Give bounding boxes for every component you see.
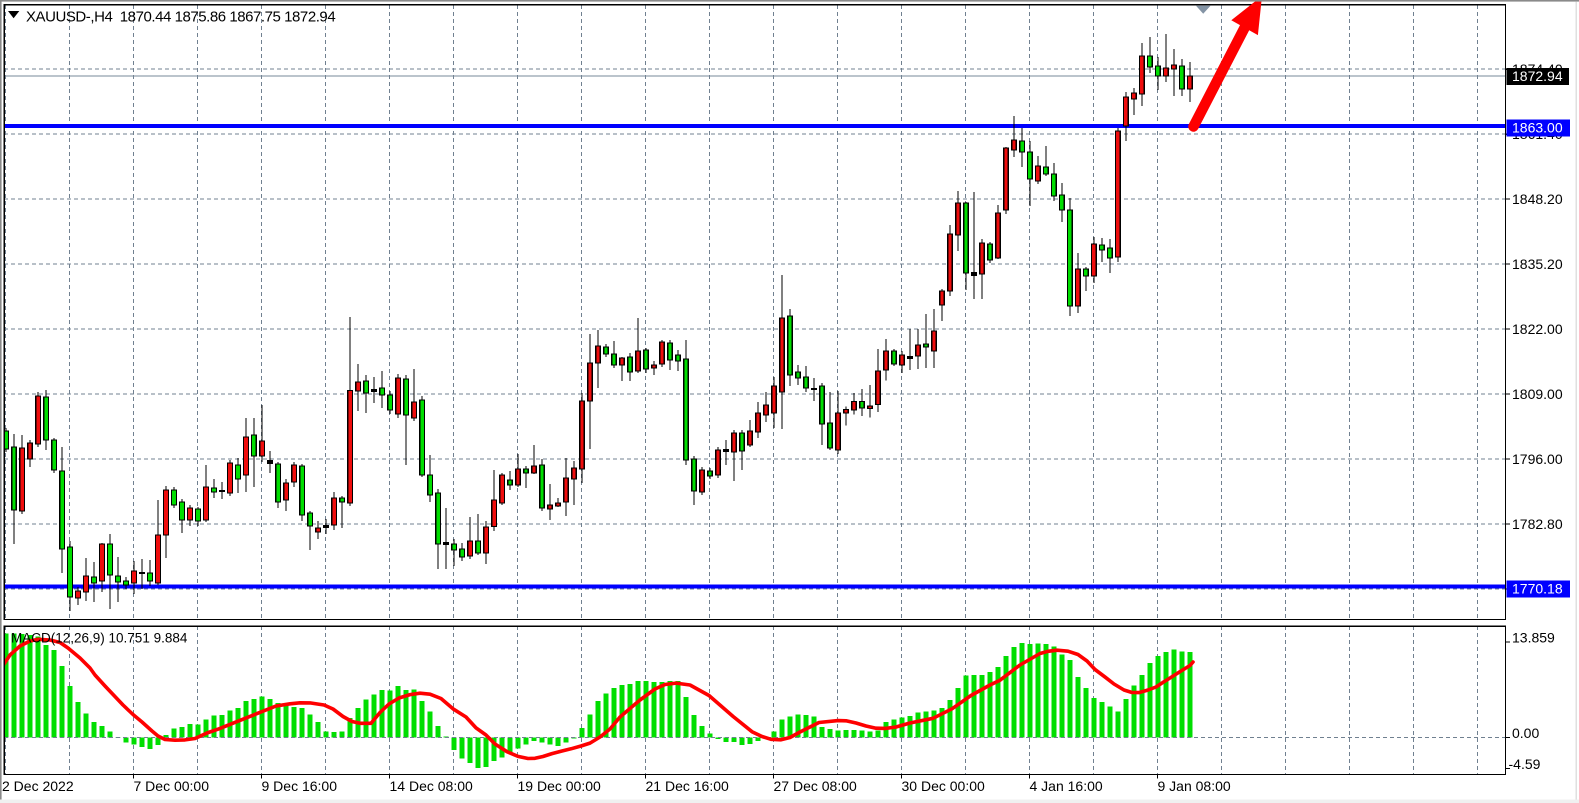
svg-text:2 Dec 2022: 2 Dec 2022 [2,778,74,794]
svg-text:MACD(12,26,9) 10.751 9.884: MACD(12,26,9) 10.751 9.884 [11,631,188,646]
svg-text:1872.94: 1872.94 [1512,68,1563,84]
svg-text:1782.80: 1782.80 [1512,516,1563,532]
svg-text:1848.20: 1848.20 [1512,191,1563,207]
svg-text:1796.00: 1796.00 [1512,451,1563,467]
svg-text:1770.18: 1770.18 [1512,581,1563,597]
svg-text:1863.00: 1863.00 [1512,120,1563,136]
svg-text:14 Dec 08:00: 14 Dec 08:00 [390,778,473,794]
svg-text:30 Dec 00:00: 30 Dec 00:00 [902,778,985,794]
svg-text:1835.20: 1835.20 [1512,256,1563,272]
svg-text:1822.00: 1822.00 [1512,321,1563,337]
svg-text:7 Dec 00:00: 7 Dec 00:00 [134,778,210,794]
svg-text:1809.00: 1809.00 [1512,386,1563,402]
svg-text:9 Dec 16:00: 9 Dec 16:00 [262,778,338,794]
svg-text:19 Dec 00:00: 19 Dec 00:00 [518,778,601,794]
svg-text:-4.59: -4.59 [1509,756,1541,772]
svg-text:4 Jan 16:00: 4 Jan 16:00 [1030,778,1103,794]
svg-text:0.00: 0.00 [1512,725,1539,741]
svg-text:27 Dec 08:00: 27 Dec 08:00 [774,778,857,794]
svg-text:13.859: 13.859 [1512,630,1555,646]
svg-text:XAUUSD-,H4 1870.44 1875.86 18: XAUUSD-,H4 1870.44 1875.86 1867.75 1872.… [26,9,335,26]
svg-text:21 Dec 16:00: 21 Dec 16:00 [646,778,729,794]
svg-text:9 Jan 08:00: 9 Jan 08:00 [1158,778,1231,794]
